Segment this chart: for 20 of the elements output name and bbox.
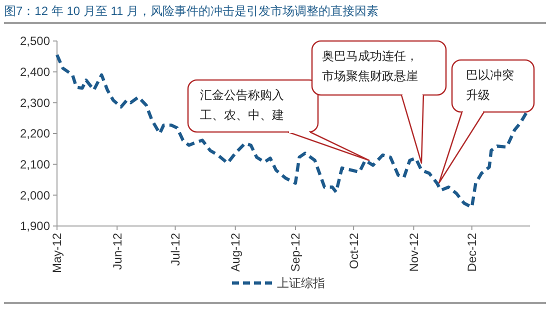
x-tick-label: May-12 [50, 232, 64, 274]
y-tick-label: 2,400 [20, 65, 50, 80]
x-tick-label: Jun-12 [110, 232, 124, 270]
y-tick-label: 2,300 [20, 96, 50, 110]
y-tick-label: 2,200 [20, 126, 50, 141]
legend-label: 上证综指 [277, 276, 325, 290]
y-tick-label: 1,900 [20, 219, 50, 234]
x-tick-label: Oct-12 [346, 232, 361, 270]
annotation: 巴以冲突升级 [466, 68, 514, 102]
y-tick-label: 2,500 [20, 34, 50, 48]
x-tick-label: Jul-12 [168, 232, 182, 266]
x-tick-label: Nov-12 [406, 232, 421, 272]
chart-title: 图7：12 年 10 月至 11 月，风险事件的冲击是引发市场调整的直接因素 [4, 4, 378, 18]
annotation: 奥巴马成功连任，市场聚焦财政悬崖 [322, 49, 418, 83]
x-tick-label: Aug-12 [228, 232, 243, 272]
x-tick-label: Sep-12 [288, 232, 303, 272]
y-tick-label: 2,000 [20, 188, 50, 202]
annotation: 汇金公告称购入工、农、中、建 [200, 88, 284, 122]
y-tick-label: 2,100 [20, 158, 50, 172]
x-tick-label: Dec-12 [465, 232, 480, 272]
